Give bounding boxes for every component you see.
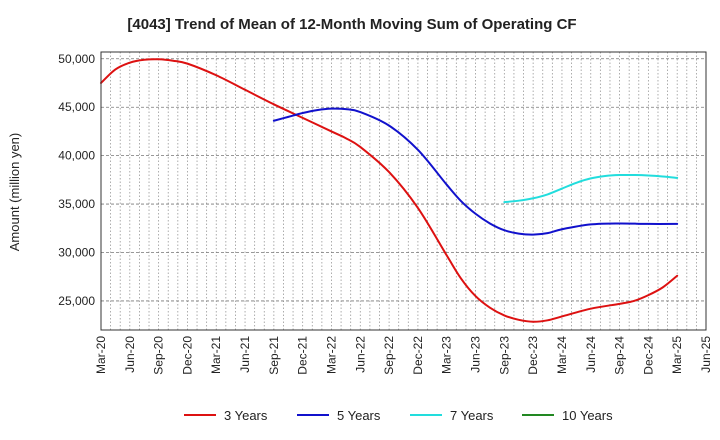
x-tick-label: Jun-20	[123, 336, 137, 373]
x-tick-label: Dec-22	[411, 336, 425, 375]
x-tick-label: Jun-21	[238, 336, 252, 373]
x-tick-label: Dec-20	[180, 336, 194, 375]
y-tick-label: 35,000	[58, 197, 95, 211]
x-tick-label: Jun-22	[353, 336, 367, 373]
legend-label: 3 Years	[224, 408, 268, 423]
legend-label: 5 Years	[337, 408, 381, 423]
x-tick-label: Jun-25	[699, 336, 713, 373]
x-tick-label: Sep-22	[382, 336, 396, 375]
x-tick-label: Mar-21	[209, 336, 223, 374]
series-layer	[100, 58, 679, 323]
y-tick-label: 50,000	[58, 52, 95, 66]
series-line-5-years	[272, 107, 679, 236]
x-tick-label: Mar-24	[555, 336, 569, 374]
y-tick-label: 45,000	[58, 100, 95, 114]
x-tick-label: Sep-21	[267, 336, 281, 375]
y-tick-labels: 25,000 30,000 35,000 40,000 45,000 50,000	[58, 52, 95, 308]
x-tick-label: Mar-20	[94, 336, 108, 374]
legend: 3 Years 5 Years 7 Years 10 Years	[184, 408, 613, 423]
x-tick-label: Mar-25	[670, 336, 684, 374]
x-tick-label: Mar-22	[324, 336, 338, 374]
series-line-3-years	[100, 58, 679, 323]
y-tick-label: 25,000	[58, 294, 95, 308]
chart-title: [4043] Trend of Mean of 12-Month Moving …	[127, 16, 576, 33]
grid-layer	[101, 52, 706, 330]
x-tick-label: Sep-23	[497, 336, 511, 375]
x-tick-label: Jun-24	[584, 336, 598, 373]
plot-frame	[100, 51, 707, 331]
y-axis-label: Amount (million yen)	[7, 133, 22, 252]
legend-label: 7 Years	[450, 408, 494, 423]
x-tick-label: Jun-23	[469, 336, 483, 373]
x-tick-label: Sep-20	[152, 336, 166, 375]
x-tick-label: Dec-24	[641, 336, 655, 375]
legend-label: 10 Years	[562, 408, 613, 423]
series-line-7-years	[503, 173, 679, 204]
x-tick-label: Dec-23	[526, 336, 540, 375]
y-tick-label: 40,000	[58, 149, 95, 163]
x-tick-label: Dec-21	[296, 336, 310, 375]
y-tick-label: 30,000	[58, 246, 95, 260]
x-tick-label: Mar-23	[440, 336, 454, 374]
x-tick-labels: Mar-20 Jun-20 Sep-20 Dec-20 Mar-21 Jun-21 Sep-…	[94, 336, 713, 375]
x-tick-label: Sep-24	[613, 336, 627, 375]
